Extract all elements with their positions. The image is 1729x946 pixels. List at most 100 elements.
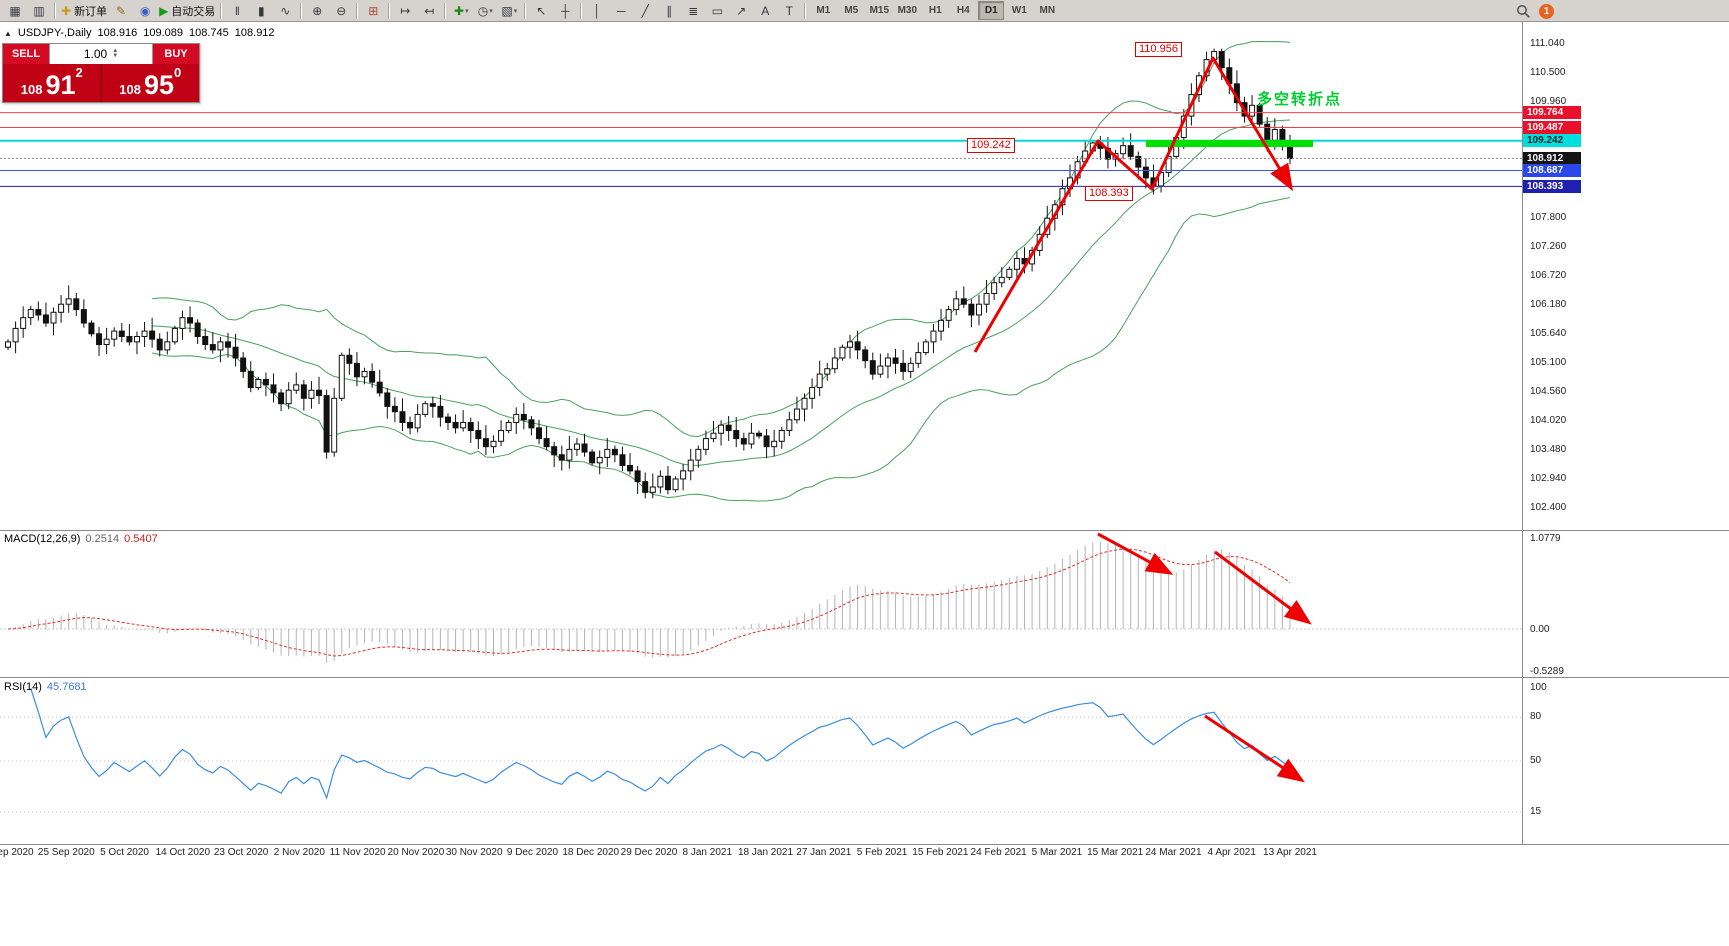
rsi-panel[interactable] <box>0 678 1522 844</box>
zoom-out-icon[interactable]: ⊖ <box>329 2 353 20</box>
timeframe-w1[interactable]: W1 <box>1011 5 1027 16</box>
terminal-icon[interactable]: ◉ <box>133 2 157 20</box>
tile-windows-icon[interactable]: ⊞ <box>361 2 385 20</box>
main-toolbar: ▦ ▥ ✚ 新订单 ✎ ◉ ▶ 自动交易 ‖ ▮ ∿ ⊕ ⊖ ⊞ ↦ ↤ ✚ ▾ ◷ ▾ ▧ ▾ ↖ ┼ │ ─ ╱ ∥ ≣ ▭ ↗ A T M1… <box>0 0 1729 22</box>
buy-price-mid: 95 <box>143 70 174 100</box>
buy-button[interactable]: BUY <box>153 44 199 64</box>
rsi-axis-label: 15 <box>1530 806 1542 818</box>
zoom-in-icon: ⊕ <box>312 3 323 18</box>
timeframe-m5[interactable]: M5 <box>844 5 859 16</box>
volume-value[interactable]: 1.00 <box>83 47 108 61</box>
time-axis-label: 5 Mar 2021 <box>1031 847 1083 858</box>
cursor-icon[interactable]: ↖ <box>529 2 553 20</box>
toolbar-separator <box>220 2 223 19</box>
price-axis-label: 111.040 <box>1530 38 1565 50</box>
ohlc-open: 108.916 <box>97 27 138 39</box>
indicators-icon[interactable]: ✚ ▾ <box>449 2 473 20</box>
time-axis-label: 11 Nov 2020 <box>329 847 386 858</box>
notification-badge[interactable]: 1 <box>1539 3 1554 19</box>
macd-axis-label: 1.0779 <box>1530 533 1561 544</box>
text-label-icon[interactable]: T <box>777 2 801 20</box>
trend-arrow-annotation[interactable] <box>1204 714 1306 783</box>
text-icon[interactable]: A <box>753 2 777 20</box>
sell-price[interactable]: 108 91 2 <box>3 64 101 102</box>
price-chart[interactable] <box>0 22 1522 530</box>
price-tag: 108.393 <box>1523 179 1581 193</box>
trendline-icon: ╱ <box>641 3 649 18</box>
chart-note-annotation[interactable]: 多空转折点 <box>1257 91 1343 108</box>
time-axis-label: 4 Apr 2021 <box>1207 847 1256 858</box>
crosshair-icon: ┼ <box>561 3 570 18</box>
price-tag: 108.687 <box>1523 164 1581 178</box>
autotrading-button[interactable]: ▶ 自动交易 <box>157 2 217 20</box>
time-axis-label: 5 Oct 2020 <box>100 847 149 858</box>
profiles-icon[interactable]: ▥ <box>27 2 51 20</box>
trendline-icon[interactable]: ╱ <box>633 2 657 20</box>
price-annotation-box[interactable]: 109.242 <box>967 138 1015 153</box>
fibonacci-icon[interactable]: ≣ <box>681 2 705 20</box>
terminal-icon: ◉ <box>139 3 151 18</box>
toolbar-separator <box>356 2 359 19</box>
timeframe-h4[interactable]: H4 <box>956 5 970 16</box>
one-click-trading-panel: SELL 1.00 ▲ ▼ BUY 108 91 2 108 95 0 <box>2 43 200 103</box>
macd-signal-line <box>7 548 1291 657</box>
support-zone-bar[interactable] <box>1146 139 1313 147</box>
trend-arrow-annotation[interactable] <box>973 56 1294 353</box>
spinner-down-icon[interactable]: ▼ <box>112 53 119 59</box>
timeframe-m30[interactable]: M30 <box>897 5 918 16</box>
new-order-button[interactable]: ✚ 新订单 <box>59 2 109 20</box>
timeframe-h1[interactable]: H1 <box>928 5 942 16</box>
panel-separator[interactable] <box>0 530 1729 531</box>
auto-scroll-icon[interactable]: ↦ <box>393 2 417 20</box>
price-axis-label: 103.480 <box>1530 444 1567 456</box>
line-chart-icon[interactable]: ∿ <box>273 2 297 20</box>
zoom-in-icon[interactable]: ⊕ <box>305 2 329 20</box>
periods-icon[interactable]: ◷ ▾ <box>473 2 497 20</box>
toolbar-buttons: ▦ ▥ ✚ 新订单 ✎ ◉ ▶ 自动交易 ‖ ▮ ∿ ⊕ ⊖ ⊞ ↦ ↤ ✚ ▾ ◷ ▾ ▧ ▾ ↖ ┼ │ ─ ╱ ∥ ≣ ▭ ↗ A T M1… <box>3 0 1061 22</box>
macd-panel[interactable] <box>0 531 1522 677</box>
dropdown-arrow-icon[interactable]: ▾ <box>489 7 493 15</box>
collapse-panel-icon[interactable]: ▲ <box>4 28 12 38</box>
candlestick-chart-icon[interactable]: ▮ <box>249 2 273 20</box>
sell-button[interactable]: SELL <box>3 44 49 64</box>
trend-arrow-annotation[interactable] <box>1097 532 1174 575</box>
time-axis-label: 6 Sep 2020 <box>0 847 34 858</box>
trend-arrow-annotation[interactable] <box>1214 550 1312 625</box>
timeframe-m1[interactable]: M1 <box>816 5 831 16</box>
search-icon[interactable] <box>1516 4 1531 19</box>
crosshair-icon[interactable]: ┼ <box>553 2 577 20</box>
price-axis-label: 110.500 <box>1530 67 1566 79</box>
dropdown-arrow-icon[interactable]: ▾ <box>513 7 518 15</box>
price-annotation-box[interactable]: 108.393 <box>1085 186 1133 201</box>
channel-icon[interactable]: ∥ <box>657 2 681 20</box>
new-chart-icon: ▦ <box>9 3 21 18</box>
toolbar-separator <box>524 2 527 19</box>
price-annotation-box[interactable]: 110.956 <box>1135 42 1182 57</box>
buy-price[interactable]: 108 95 0 <box>102 64 200 102</box>
price-axis-label: 109.960 <box>1530 96 1567 108</box>
bar-chart-icon[interactable]: ‖ <box>225 2 249 20</box>
vertical-line-icon[interactable]: │ <box>585 2 609 20</box>
price-divider <box>100 64 102 102</box>
timeframe-m15[interactable]: M15 <box>869 5 890 16</box>
ohlc-close: 108.912 <box>234 27 275 39</box>
volume-spinner[interactable]: ▲ ▼ <box>112 48 119 59</box>
price-axis-label: 105.640 <box>1530 328 1567 340</box>
spinner-up-icon[interactable]: ▲ <box>112 48 119 54</box>
timeframe-mn[interactable]: MN <box>1039 5 1056 16</box>
new-chart-icon[interactable]: ▦ <box>3 2 27 20</box>
panel-separator[interactable] <box>0 677 1729 678</box>
arrow-tool-icon[interactable]: ↗ <box>729 2 753 20</box>
chart-shift-icon[interactable]: ↤ <box>417 2 441 20</box>
volume-field[interactable]: 1.00 ▲ ▼ <box>49 44 153 64</box>
buy-price-sup: 0 <box>174 65 182 80</box>
candlestick-series <box>5 48 1293 499</box>
timeframe-d1[interactable]: D1 <box>978 1 1005 20</box>
templates-icon[interactable]: ▧ ▾ <box>497 2 521 20</box>
dropdown-arrow-icon[interactable]: ▾ <box>465 7 469 15</box>
shapes-icon[interactable]: ▭ <box>705 2 729 20</box>
price-axis-label: 102.940 <box>1530 473 1567 485</box>
metaeditor-icon[interactable]: ✎ <box>109 2 133 20</box>
horizontal-line-icon[interactable]: ─ <box>609 2 633 20</box>
price-tag: 109.764 <box>1523 106 1581 120</box>
